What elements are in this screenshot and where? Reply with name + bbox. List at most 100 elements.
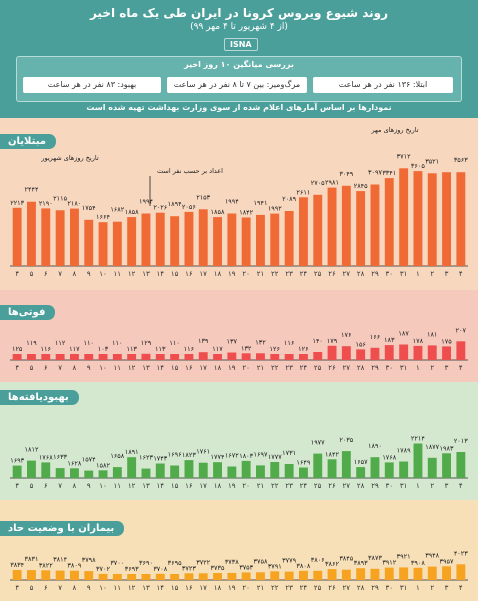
- bar: [227, 572, 237, 580]
- data-label: ۱۶۹۳: [10, 457, 24, 465]
- data-label: ۲۱۹۰: [39, 199, 53, 207]
- bar: [313, 194, 323, 266]
- x-tick-label: ۲۸: [357, 584, 365, 592]
- bar: [41, 570, 51, 580]
- bar: [227, 466, 237, 478]
- x-tick-label: ۲۵: [314, 270, 322, 278]
- recovered-chart: ۱۶۹۳۴۱۸۱۲۵۱۷۶۸۶۱۶۳۳۷۱۶۲۸۸۱۵۷۴۹۱۵۸۲۱۰۱۶۵۸…: [10, 435, 468, 490]
- critical-panel: [0, 500, 478, 601]
- data-label: ۱۹۴۱: [254, 199, 268, 207]
- x-tick-label: ۳: [445, 364, 449, 372]
- bar: [70, 468, 79, 478]
- x-tick-label: ۱۷: [199, 270, 207, 278]
- x-tick-label: ۱۱: [114, 364, 122, 372]
- bar: [70, 570, 79, 580]
- data-label: ۲۰۲۶: [153, 204, 167, 212]
- data-label: ۳۹۲۱: [397, 552, 411, 560]
- bar: [27, 201, 36, 266]
- recovered-label: بهبودیافته‌ها: [0, 390, 79, 405]
- data-label: ۳۹۴۸: [425, 552, 439, 560]
- bar: [155, 212, 165, 266]
- data-label: ۳۷۹۱: [268, 562, 282, 570]
- x-tick-label: ۱۷: [199, 364, 207, 372]
- bar: [341, 185, 351, 266]
- data-label: ۱۶۷۲: [225, 452, 239, 460]
- data-label: ۳۷۰۰: [110, 559, 124, 567]
- x-tick-label: ۲۵: [314, 482, 322, 490]
- x-tick-label: ۱۵: [171, 270, 179, 278]
- data-label: ۳۰۹۷: [368, 169, 382, 177]
- x-tick-label: ۲۷: [343, 364, 351, 372]
- x-tick-label: ۲۱: [257, 584, 265, 592]
- x-tick-label: ۶: [44, 584, 48, 592]
- x-tick-label: ۲۱: [257, 482, 265, 490]
- data-label: ۱۷۷۷: [268, 453, 282, 461]
- x-tick-label: ۲۳: [285, 584, 293, 592]
- data-label: ۱۷۴۳: [153, 455, 167, 463]
- x-tick-label: ۲۱: [257, 270, 265, 278]
- data-label: ۱۳۲: [241, 344, 252, 352]
- x-tick-label: ۲۷: [343, 584, 351, 592]
- x-tick-label: ۱: [416, 482, 420, 490]
- stat-death: مرگ‌ومیر: بین ۷ تا ۸ نفر در هر ساعت: [167, 77, 307, 93]
- bar: [184, 460, 194, 478]
- data-label: ۱۶۹۷: [254, 450, 268, 458]
- data-label: ۱۶۸۲: [110, 206, 124, 214]
- bar: [241, 572, 251, 580]
- bar: [55, 210, 65, 266]
- bar: [227, 213, 237, 266]
- bar: [356, 568, 366, 580]
- data-label: ۱۸۹۰: [368, 442, 382, 450]
- data-label: ۱۱۲: [55, 339, 66, 347]
- x-tick-label: ۸: [73, 482, 77, 490]
- source-note: نمودارها بر اساس آمارهای اعلام شده از سو…: [86, 103, 392, 112]
- stat-recovery: بهبود: ۸۳ نفر در هر ساعت: [23, 77, 161, 93]
- bar: [370, 184, 380, 266]
- bar: [356, 467, 366, 478]
- data-label: ۲۴۴۴: [25, 186, 39, 194]
- bar: [112, 221, 122, 266]
- x-tick-label: ۷: [58, 482, 62, 490]
- x-tick-label: ۱۶: [185, 270, 193, 278]
- bar: [213, 462, 222, 478]
- bar: [427, 457, 437, 478]
- bar: [313, 570, 323, 580]
- x-tick-label: ۲۵: [314, 584, 322, 592]
- data-label: ۱۶۵۷: [354, 458, 368, 466]
- x-tick-label: ۴: [459, 482, 463, 490]
- bar: [341, 569, 351, 580]
- x-tick-label: ۱: [416, 270, 420, 278]
- data-label: ۱۷۸۹: [397, 447, 411, 455]
- bar: [127, 217, 137, 266]
- annotation-shahrivar: تاریخ روزهای شهریور: [40, 154, 99, 162]
- deaths-panel: [0, 290, 478, 382]
- x-tick-label: ۲۶: [328, 584, 336, 592]
- x-tick-label: ۹: [87, 584, 91, 592]
- data-label: ۱۵۶: [355, 340, 365, 348]
- data-label: ۱۹۹۲: [268, 205, 282, 213]
- data-label: ۱۸۴۲: [239, 209, 253, 217]
- bar: [442, 172, 451, 266]
- data-label: ۱۲۹: [141, 339, 152, 347]
- x-tick-label: ۳: [445, 584, 449, 592]
- x-tick-label: ۲۰: [242, 584, 250, 592]
- data-label: ۴۰۲۳: [454, 549, 468, 557]
- data-label: ۱۷۶۸: [382, 453, 396, 461]
- bar: [55, 570, 65, 580]
- bar: [27, 570, 36, 580]
- data-label: ۱۷۸: [413, 337, 424, 345]
- bar: [55, 354, 65, 360]
- bar: [413, 443, 423, 478]
- data-label: ۱۸۲۳: [182, 451, 196, 459]
- bar: [299, 354, 308, 360]
- x-tick-label: ۲۲: [271, 270, 279, 278]
- x-tick-label: ۲۵: [314, 364, 322, 372]
- data-label: ۱۶۴۹: [296, 459, 310, 467]
- x-tick-label: ۴: [15, 584, 19, 592]
- x-tick-label: ۲۰: [242, 364, 250, 372]
- data-label: ۳۸۳۱: [25, 555, 39, 563]
- bar: [155, 573, 165, 580]
- x-tick-label: ۱۶: [185, 584, 193, 592]
- x-tick-label: ۴: [459, 584, 463, 592]
- x-tick-label: ۲۷: [343, 270, 351, 278]
